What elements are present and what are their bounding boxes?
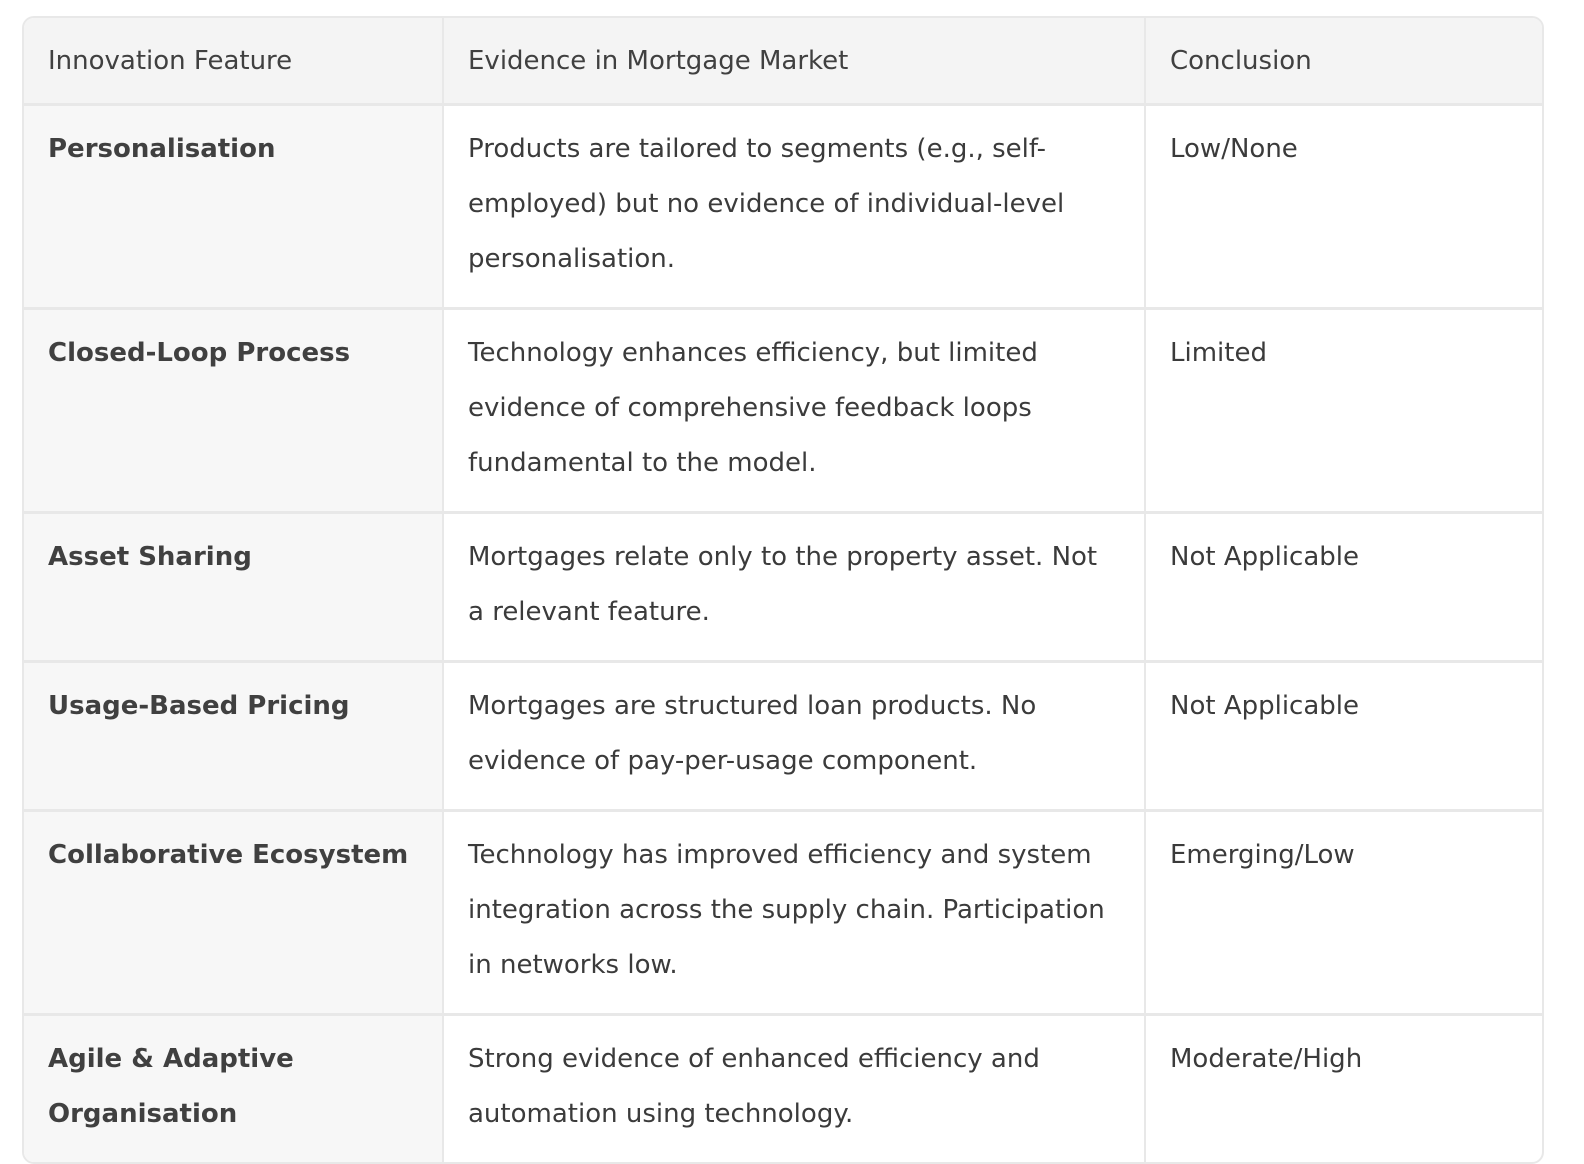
- evidence-cell: Strong evidence of enhanced efficiency a…: [443, 1014, 1146, 1162]
- conclusion-cell: Moderate/High: [1170, 1044, 1363, 1074]
- table-row: Agile & Adaptive Organisation Strong evid…: [24, 1014, 1542, 1162]
- evidence-cell: Mortgages are structured loan products. …: [443, 661, 1146, 812]
- feature-cell: Agile & Adaptive Organisation: [24, 1014, 444, 1162]
- evidence-cell: Products are tailored to segments (e.g.,…: [443, 104, 1146, 310]
- innovation-table-container: Innovation Feature Evidence in Mortgage …: [22, 16, 1544, 1164]
- feature-cell: Personalisation: [24, 104, 444, 310]
- table-row: Asset Sharing Mortgages relate only to th…: [24, 512, 1542, 663]
- conclusion-cell: Not Applicable: [1145, 512, 1542, 663]
- header-conclusion: Conclusion: [1145, 18, 1542, 106]
- table-row: Closed-Loop Process Technology enhances e…: [24, 308, 1542, 514]
- feature-cell: Asset Sharing: [24, 512, 444, 663]
- feature-cell: Closed-Loop Process: [24, 308, 444, 514]
- table-header-row: Innovation Feature Evidence in Mortgage …: [24, 18, 1542, 106]
- conclusion-cell: Limited: [1145, 308, 1542, 514]
- evidence-cell: Technology has improved efficiency and s…: [443, 810, 1146, 1016]
- feature-cell: Usage-Based Pricing: [24, 661, 444, 812]
- evidence-cell: Mortgages relate only to the property as…: [443, 512, 1146, 663]
- conclusion-cell: Not Applicable: [1145, 661, 1542, 812]
- conclusion-cell: Low/None: [1145, 104, 1542, 310]
- header-innovation-feature: Innovation Feature: [24, 18, 444, 106]
- table-row: Personalisation Products are tailored to …: [24, 104, 1542, 310]
- table-row: Collaborative Ecosystem Technology has im…: [24, 810, 1542, 1016]
- header-evidence: Evidence in Mortgage Market: [443, 18, 1146, 106]
- innovation-table: Innovation Feature Evidence in Mortgage …: [24, 18, 1542, 1162]
- table-row: Usage-Based Pricing Mortgages are structu…: [24, 661, 1542, 812]
- conclusion-cell: Emerging/Low: [1145, 810, 1542, 1016]
- feature-cell: Collaborative Ecosystem: [24, 810, 444, 1016]
- evidence-cell: Technology enhances efficiency, but limi…: [443, 308, 1146, 514]
